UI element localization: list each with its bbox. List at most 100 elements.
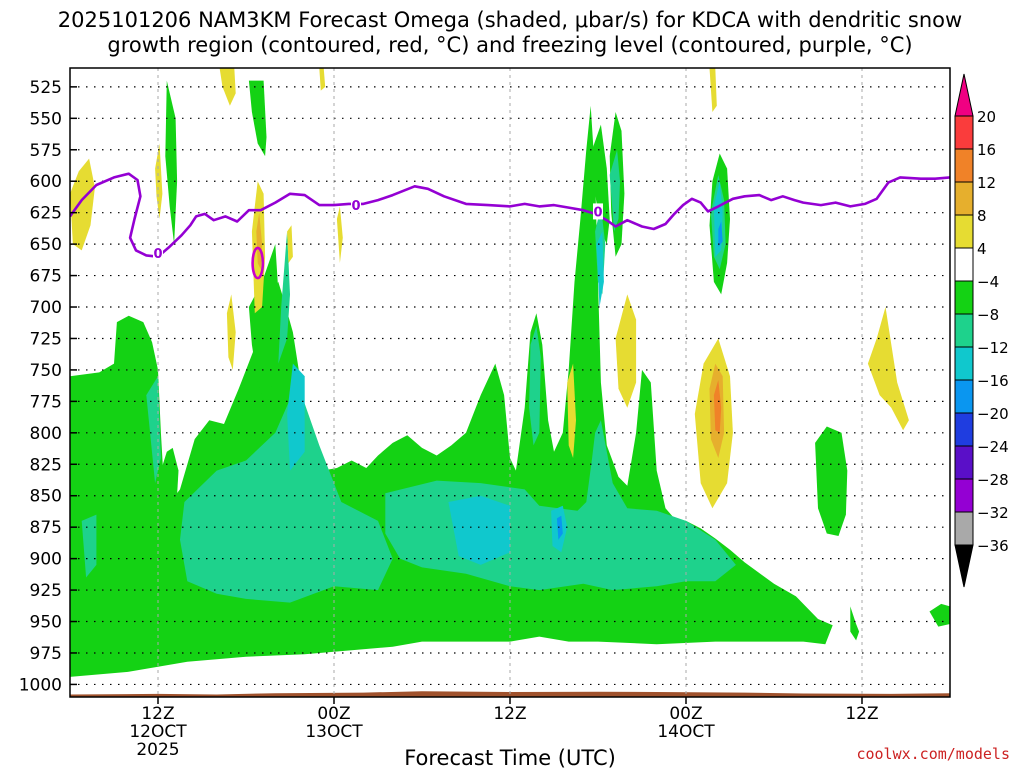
y-tick-label-900: 900	[30, 550, 62, 570]
colorbar-label-2: 12	[977, 174, 996, 192]
gridlines	[70, 68, 950, 697]
omega-region-yellow-33	[319, 68, 326, 91]
y-tick-label-775: 775	[30, 392, 62, 412]
terrain-ground	[70, 691, 950, 697]
y-tick-label-675: 675	[30, 267, 62, 287]
colorbar-label-4: 4	[977, 240, 987, 258]
x-tick-label-6-line0: 12Z	[141, 704, 174, 724]
colorbar-bin-6	[954, 280, 974, 315]
colorbar-bin-10	[954, 412, 974, 447]
x-axis-label: Forecast Time (UTC)	[404, 746, 616, 768]
colorbar-label-3: 8	[977, 207, 987, 225]
omega-region-yellow-39	[867, 307, 909, 431]
omega-region-yellow-34	[336, 206, 343, 263]
colorbar-label-0: 20	[977, 108, 996, 126]
colorbar-bin-5	[954, 247, 974, 282]
x-tick-label-6-line1: 12OCT	[129, 722, 187, 742]
omega-region-green-2	[248, 244, 280, 408]
colorbar-label-7: −12	[977, 339, 1009, 357]
colorbar-label-12: −32	[977, 504, 1009, 522]
colorbar-bin-12	[954, 478, 974, 513]
omega-region-yellow-32	[287, 225, 293, 263]
omega-region-green-4	[248, 80, 267, 157]
colorbar-label-6: −8	[977, 306, 999, 324]
omega-region-blue-26	[718, 221, 723, 247]
contour-lines: 0 0 0	[70, 172, 950, 280]
omega-region-green-5	[592, 124, 610, 245]
colorbar-label-9: −20	[977, 405, 1009, 423]
colorbar-label-11: −28	[977, 471, 1009, 489]
x-tick-label-18-line1: 13OCT	[305, 722, 363, 742]
omega-region-cyan-23	[596, 231, 604, 307]
omega-region-teal-17	[529, 325, 541, 446]
x-tick-label-42-line0: 00Z	[669, 704, 702, 724]
colorbar-bin-2	[954, 148, 974, 183]
omega-region-teal-12	[146, 376, 161, 484]
y-axis-ticks: 525 550 575 600 625 650 675 700 725 750 775 800 825 8…	[19, 78, 77, 695]
freezing-level-label-2: 0	[593, 205, 602, 220]
omega-region-teal-13	[180, 382, 393, 603]
colorbar-label-8: −16	[977, 372, 1009, 390]
colorbar-bin-3	[954, 181, 974, 216]
y-tick-label-850: 850	[30, 487, 62, 507]
y-tick-label-875: 875	[30, 518, 62, 538]
colorbar-label-10: −24	[977, 438, 1009, 456]
omega-region-cyan-20	[287, 363, 305, 471]
y-tick-label-825: 825	[30, 455, 62, 475]
omega-region-yellow-31	[226, 294, 236, 370]
x-tick-label-42-line1: 14OCT	[657, 722, 715, 742]
freezing-label-bg-1	[351, 197, 361, 214]
y-tick-label-575: 575	[30, 141, 62, 161]
y-tick-label-600: 600	[30, 172, 62, 192]
credit-text: coolwx.com/models	[856, 745, 1010, 763]
freezing-level-line	[70, 172, 950, 259]
y-tick-label-525: 525	[30, 78, 62, 98]
colorbar-bin-11	[954, 445, 974, 480]
y-tick-label-700: 700	[30, 298, 62, 318]
colorbar-label-5: −4	[977, 273, 999, 291]
freezing-level-label-1: 0	[351, 199, 360, 214]
omega-region-yellow-36	[615, 294, 637, 408]
colorbar-bin-top	[954, 73, 974, 117]
chart-title-line1: 2025101206 NAM3KM Forecast Omega (shaded…	[58, 8, 962, 32]
freezing-label-bg-2	[593, 203, 603, 220]
colorbar-bin-bottom	[954, 544, 974, 588]
y-tick-label-650: 650	[30, 235, 62, 255]
y-tick-label-950: 950	[30, 613, 62, 633]
omega-region-green-1	[160, 447, 179, 528]
omega-region-green-10	[929, 603, 950, 627]
y-tick-label-550: 550	[30, 109, 62, 129]
colorbar-label-1: 16	[977, 141, 996, 159]
dgz-contour-0	[251, 246, 265, 280]
y-tick-label-925: 925	[30, 581, 62, 601]
freezing-level-label-0: 0	[153, 247, 162, 262]
omega-region-yellow-37	[709, 68, 717, 112]
y-tick-label-975: 975	[30, 644, 62, 664]
omega-region-yellow-35	[567, 363, 576, 458]
omega-region-teal-19	[609, 149, 620, 232]
omega-region-green-9	[850, 606, 860, 641]
omega-region-yellow-29	[219, 68, 236, 106]
colorbar-label-13: −36	[977, 537, 1009, 555]
chart-title-line2: growth region (contoured, red, °C) and f…	[107, 33, 912, 57]
colorbar-bin-9	[954, 379, 974, 414]
x-tick-label-18-line0: 00Z	[317, 704, 350, 724]
colorbar: 20 16 12 8 4 −4 −8 −12 −16 −20 −24 −28 −32 −36	[954, 73, 1009, 588]
y-tick-label-1000: 1000	[19, 675, 62, 695]
omega-region-teal-11	[81, 514, 97, 578]
freezing-label-bg-0	[153, 244, 163, 261]
y-tick-label-800: 800	[30, 424, 62, 444]
omega-region-orange-41	[713, 380, 722, 433]
x-tick-label-6-line2: 2025	[136, 740, 179, 760]
omega-region-green-3	[165, 80, 178, 245]
y-tick-label-725: 725	[30, 329, 62, 349]
colorbar-bin-13	[954, 511, 974, 546]
y-tick-label-625: 625	[30, 204, 62, 224]
colorbar-bin-4	[954, 214, 974, 249]
omega-region-blue-25	[556, 515, 563, 540]
colorbar-bin-1	[954, 115, 974, 150]
ground-surface	[70, 691, 950, 697]
colorbar-bin-8	[954, 346, 974, 381]
